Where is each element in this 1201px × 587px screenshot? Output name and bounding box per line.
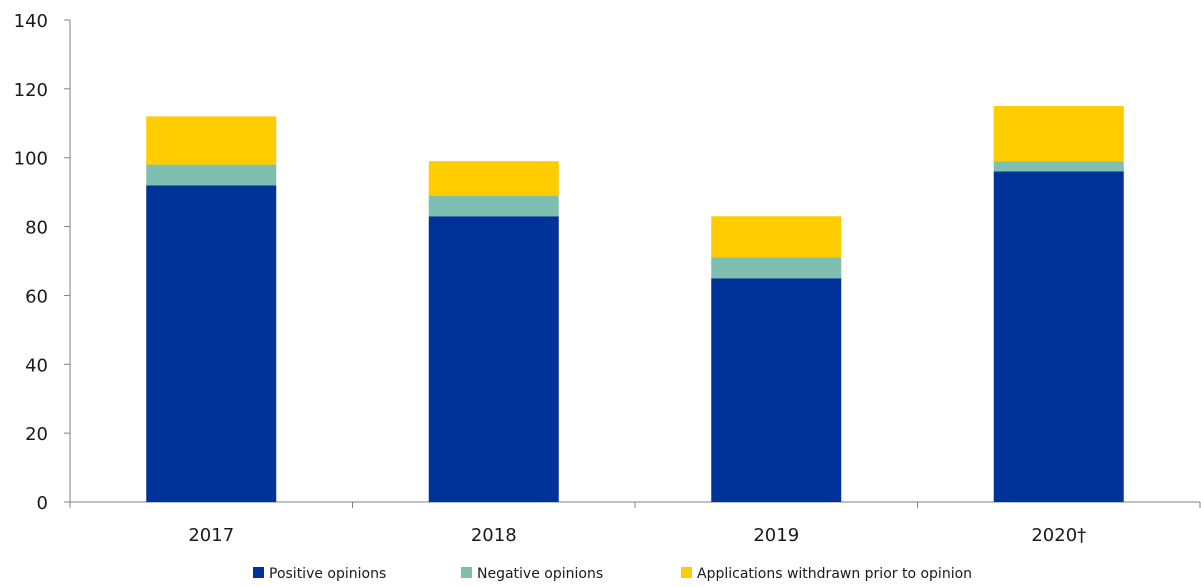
- y-tick-label: 40: [25, 355, 48, 376]
- chart-legend: Positive opinions Negative opinions Applic…: [253, 566, 972, 582]
- bar-segment: [146, 116, 277, 165]
- x-tick-label: 2019: [753, 525, 799, 546]
- bar-stacks: [146, 106, 1124, 502]
- bar-segment: [146, 185, 277, 502]
- legend-item: Positive opinions: [253, 566, 386, 582]
- bar-segment: [146, 164, 277, 186]
- x-tick-label: 2018: [471, 525, 517, 546]
- y-axis-ticks: 0 20 40 60 80 100 120 140: [14, 11, 70, 514]
- bar-segment: [993, 161, 1124, 172]
- bar-segment: [428, 161, 559, 196]
- bar-segment: [711, 257, 842, 279]
- bar-stack-2: [711, 216, 842, 502]
- y-tick-label: 20: [25, 424, 48, 445]
- x-axis-labels: 2017 2018 2019 2020†: [188, 525, 1086, 546]
- bar-stack-3: [993, 106, 1124, 502]
- bar-segment: [711, 278, 842, 502]
- legend-label: Positive opinions: [269, 566, 386, 582]
- legend-item: Negative opinions: [461, 566, 603, 582]
- x-tick-label: 2020†: [1031, 525, 1086, 546]
- x-tick-label: 2017: [188, 525, 234, 546]
- bar-segment: [993, 171, 1124, 502]
- bar-segment: [428, 195, 559, 217]
- y-tick-label: 100: [14, 149, 48, 170]
- y-tick-label: 60: [25, 286, 48, 307]
- y-tick-label: 120: [14, 80, 48, 101]
- legend-swatch: [253, 567, 264, 578]
- legend-label: Applications withdrawn prior to opinion: [697, 566, 972, 582]
- legend-item: Applications withdrawn prior to opinion: [681, 566, 972, 582]
- y-tick-label: 140: [14, 11, 48, 32]
- legend-swatch: [681, 567, 692, 578]
- bar-stack-0: [146, 116, 277, 502]
- legend-swatch: [461, 567, 472, 578]
- bar-stack-1: [428, 161, 559, 502]
- y-tick-label: 80: [25, 218, 48, 239]
- y-tick-label: 0: [37, 493, 48, 514]
- x-axis-ticks: [69, 502, 1201, 508]
- bar-segment: [428, 216, 559, 502]
- bar-segment: [993, 106, 1124, 162]
- legend-label: Negative opinions: [477, 566, 603, 582]
- bar-segment: [711, 216, 842, 258]
